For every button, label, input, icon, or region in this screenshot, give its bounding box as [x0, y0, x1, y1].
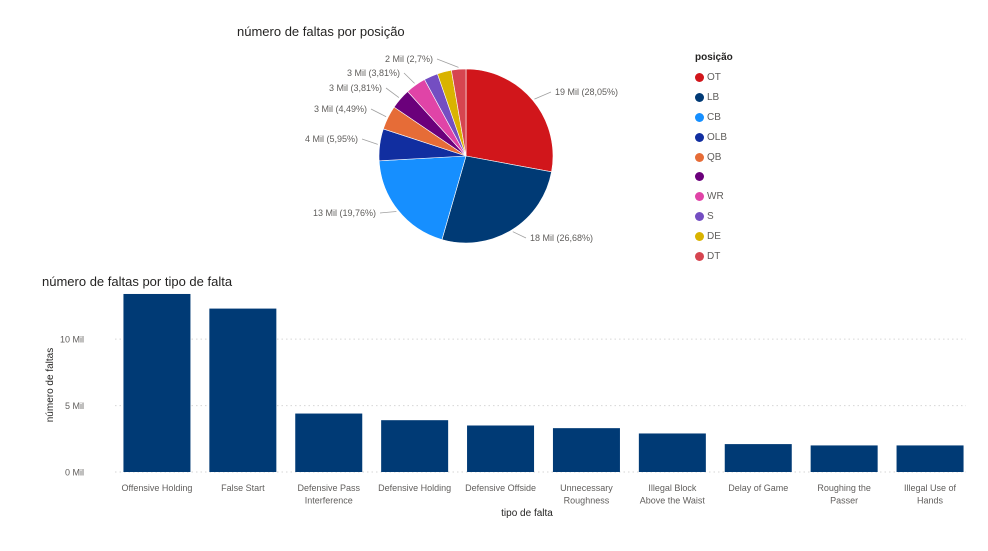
pie-leader-line	[379, 211, 397, 214]
pie-data-label: 18 Mil (26,68%)	[530, 233, 593, 243]
legend-label: WR	[707, 191, 724, 203]
x-tick-label: Illegal Use of Hands	[904, 483, 957, 506]
legend-label: LB	[707, 92, 720, 104]
y-axis-title: número de faltas	[45, 348, 56, 423]
pie-leader-line	[403, 72, 415, 84]
pie-leader-line	[385, 87, 400, 98]
legend-item[interactable]	[695, 167, 733, 187]
pie-slice-lb[interactable]	[441, 155, 552, 244]
pie-leader-line	[534, 91, 552, 100]
legend-item[interactable]: OLB	[695, 127, 733, 147]
legend-title: posição	[695, 52, 733, 63]
bar[interactable]	[724, 444, 792, 472]
x-tick-label: Defensive Holding	[378, 483, 451, 493]
legend-item[interactable]: S	[695, 207, 733, 227]
pie-leader-line	[436, 58, 459, 68]
pie-leader-line	[512, 231, 527, 239]
pie-data-label: 13 Mil (19,76%)	[313, 208, 376, 218]
legend-marker	[695, 231, 704, 241]
x-tick-label: Delay of Game	[728, 483, 788, 493]
pie-slice-cb[interactable]	[378, 155, 467, 240]
pie-data-label: 3 Mil (3,81%)	[347, 68, 400, 78]
y-tick-label: 0 Mil	[65, 468, 84, 478]
bar[interactable]	[810, 445, 878, 472]
legend-label: OLB	[707, 131, 728, 143]
legend-marker	[695, 93, 704, 103]
x-tick-label: Unnecessary Roughness	[560, 483, 613, 506]
legend-marker	[695, 211, 704, 221]
bar[interactable]	[552, 428, 620, 472]
legend-label: DE	[707, 230, 721, 242]
pie-slice-dt[interactable]	[451, 68, 467, 157]
pie-chart-title: número de faltas por posição	[237, 24, 405, 39]
pie-slice-ot[interactable]	[465, 68, 554, 173]
x-tick-label: Defensive Offside	[465, 483, 536, 493]
bar[interactable]	[295, 413, 363, 472]
pie-chart: 19 Mil (28,05%) 18 Mil (26,68%) 13 Mil (19…	[305, 54, 618, 244]
y-tick-label: 10 Mil	[60, 335, 84, 345]
legend-marker	[695, 192, 704, 202]
legend-label: S	[707, 210, 714, 222]
pie-data-label: 4 Mil (5,95%)	[305, 134, 358, 144]
pie-legend: posição OT LB CB OLB QB WR S DE DT	[695, 52, 733, 266]
bar[interactable]	[123, 293, 191, 472]
pie-data-label: 3 Mil (3,81%)	[329, 83, 382, 93]
bar[interactable]	[209, 308, 277, 472]
bar[interactable]	[381, 420, 449, 472]
legend-marker	[695, 132, 704, 142]
pie-data-label: 19 Mil (28,05%)	[555, 87, 618, 97]
bar[interactable]	[896, 445, 964, 472]
legend-label: OT	[707, 72, 721, 84]
bar[interactable]	[467, 425, 535, 473]
legend-item[interactable]: WR	[695, 187, 733, 207]
legend-label: QB	[707, 151, 722, 163]
legend-item[interactable]: DT	[695, 246, 733, 266]
legend-item[interactable]: OT	[695, 68, 733, 88]
legend-item[interactable]: LB	[695, 88, 733, 108]
pie-leader-line	[370, 108, 387, 118]
x-axis-title: tipo de falta	[501, 508, 553, 519]
x-tick-label: Defensive Pass Interference	[297, 483, 360, 506]
legend-marker	[695, 172, 704, 182]
pie-data-label: 2 Mil (2,7%)	[385, 54, 433, 64]
legend-marker	[695, 251, 704, 261]
pie-data-label: 3 Mil (4,49%)	[314, 104, 367, 114]
legend-marker	[695, 73, 704, 83]
legend-marker	[695, 112, 704, 122]
pie-leader-line	[361, 138, 378, 145]
legend-label: DT	[707, 250, 721, 262]
x-tick-label: Roughing the Passer	[817, 483, 871, 506]
x-tick-label: False Start	[221, 483, 265, 493]
y-tick-label: 5 Mil	[65, 401, 84, 411]
legend-marker	[695, 152, 704, 162]
bar-chart-title: número de faltas por tipo de falta	[42, 274, 233, 289]
legend-item[interactable]: CB	[695, 108, 733, 128]
legend-item[interactable]: DE	[695, 226, 733, 246]
legend-item[interactable]: QB	[695, 147, 733, 167]
x-tick-label: Offensive Holding	[122, 483, 193, 493]
legend-label: CB	[707, 111, 721, 123]
bar[interactable]	[638, 433, 706, 472]
x-tick-label: Illegal Block Above the Waist	[640, 483, 706, 506]
